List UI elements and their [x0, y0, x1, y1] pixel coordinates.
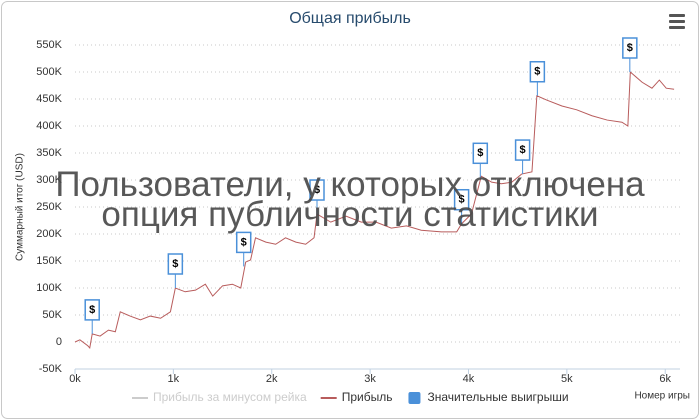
chart-title: Общая прибыль — [289, 10, 411, 27]
flag: $ — [167, 253, 184, 288]
y-tick-label: 100K — [36, 282, 62, 294]
flag: $ — [529, 61, 546, 96]
overlay-text: Пользователи, у которых отключена опция … — [55, 165, 645, 234]
x-tick-label: 5k — [561, 373, 573, 385]
flag: $ — [472, 142, 489, 178]
legend-item[interactable]: Прибыль за минусом рейка — [132, 390, 307, 404]
flag: $ — [622, 37, 638, 72]
flag: $ — [453, 188, 470, 224]
flag-label: $ — [172, 258, 178, 270]
flag-box — [622, 37, 638, 59]
x-tick-label: 2k — [266, 373, 278, 385]
flag-box — [514, 139, 531, 161]
flag: $ — [514, 139, 531, 175]
flag-box — [84, 299, 100, 321]
x-tick-label: 1k — [168, 373, 180, 385]
x-tick-label: 4k — [463, 373, 475, 385]
x-axis-title: Номер игры — [634, 391, 690, 402]
flag-box — [309, 179, 325, 201]
y-tick-label: 200K — [36, 228, 62, 240]
flag: $ — [84, 299, 100, 334]
flag-box — [529, 61, 546, 83]
y-tick-label: -50K — [39, 363, 63, 375]
x-tick-label: 3k — [364, 373, 376, 385]
legend-label: Прибыль — [342, 390, 393, 404]
flag-label: $ — [627, 42, 633, 54]
y-tick-label: 250K — [36, 201, 62, 213]
flag-box — [235, 231, 252, 254]
flag-label: $ — [459, 194, 465, 206]
legend-symbol — [408, 392, 421, 404]
flag-label: $ — [477, 147, 483, 159]
legend-item[interactable]: Значительные выигрыши — [408, 390, 569, 404]
flag: $ — [309, 179, 325, 215]
flag-label: $ — [89, 304, 95, 316]
legend-label: Прибыль за минусом рейка — [153, 390, 307, 404]
x-tick-label: 0k — [69, 373, 81, 385]
y-tick-label: 550K — [36, 39, 62, 51]
legend-label: Значительные выигрыши — [427, 390, 568, 404]
flag-label: $ — [534, 66, 540, 78]
flag-box — [167, 253, 184, 275]
legend-item[interactable]: Прибыль — [320, 390, 393, 404]
y-tick-label: 350K — [36, 147, 62, 159]
flag-label: $ — [520, 144, 526, 156]
x-tick-label: 6k — [659, 373, 671, 385]
y-axis-title: Суммарный итог (USD) — [15, 153, 26, 261]
flag-box — [453, 188, 470, 211]
y-tick-label: 50K — [42, 309, 62, 321]
y-tick-label: 400K — [36, 120, 62, 132]
y-tick-label: 300K — [36, 174, 62, 186]
flag-label: $ — [241, 236, 247, 248]
flag-box — [472, 142, 489, 165]
menu-button[interactable] — [669, 14, 685, 29]
flag-label: $ — [314, 184, 320, 196]
y-tick-label: 500K — [36, 66, 62, 78]
y-tick-label: 150K — [36, 255, 62, 267]
flag: $ — [235, 231, 252, 267]
y-tick-label: 0 — [56, 336, 62, 348]
y-tick-label: 450K — [36, 93, 62, 105]
